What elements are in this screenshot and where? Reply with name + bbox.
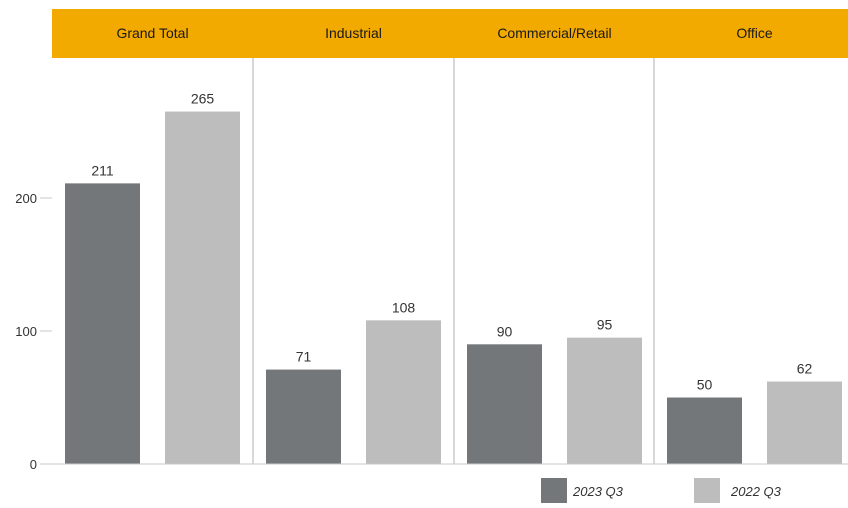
data-label: 50 — [697, 377, 713, 393]
data-label: 108 — [392, 299, 416, 315]
data-label: 71 — [296, 349, 312, 365]
y-tick-label: 200 — [15, 191, 37, 206]
legend-label: 2022 Q3 — [730, 484, 782, 499]
data-label: 95 — [597, 317, 613, 333]
bar — [165, 111, 240, 465]
data-label: 90 — [497, 323, 513, 339]
data-label: 265 — [191, 91, 215, 107]
legend-swatch — [541, 478, 567, 503]
y-tick-label: 100 — [15, 324, 37, 339]
category-label: Industrial — [325, 25, 382, 41]
legend-label: 2023 Q3 — [572, 484, 624, 499]
category-header-band — [52, 9, 848, 58]
bar — [767, 381, 842, 464]
category-label: Commercial/Retail — [497, 25, 611, 41]
bar — [667, 397, 742, 464]
bar — [366, 320, 441, 464]
data-label: 211 — [91, 162, 114, 178]
data-label: 62 — [797, 361, 813, 377]
category-label: Office — [736, 25, 773, 41]
y-tick-label: 0 — [30, 457, 37, 472]
bar — [567, 337, 642, 464]
bar — [266, 369, 341, 464]
bar — [467, 344, 542, 464]
category-label: Grand Total — [116, 25, 188, 41]
bar — [65, 183, 140, 464]
legend-swatch — [694, 478, 720, 503]
